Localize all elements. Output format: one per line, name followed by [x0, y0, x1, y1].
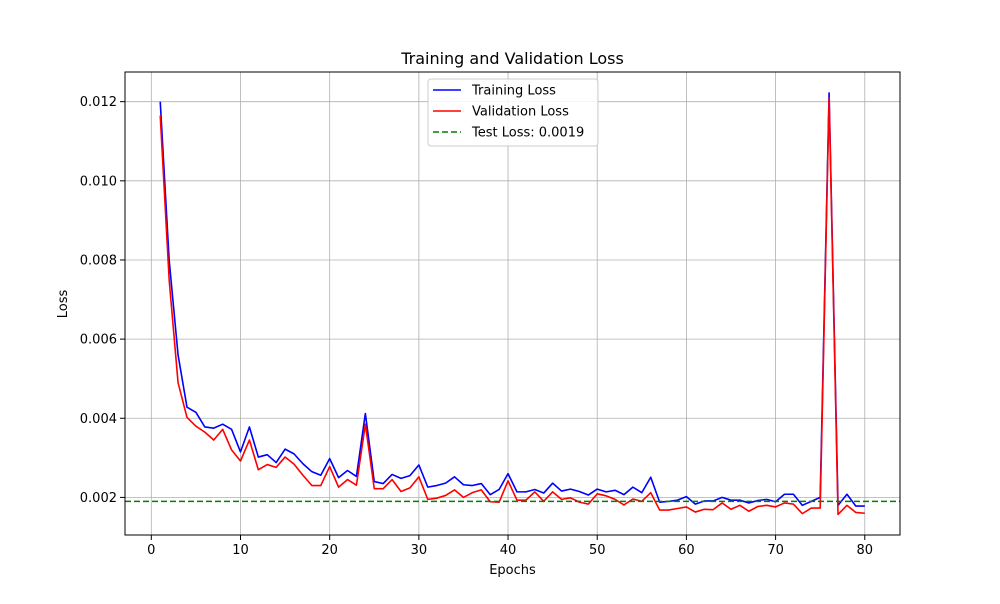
legend-label-training-loss: Training Loss — [471, 84, 556, 99]
chart-title: Training and Validation Loss — [400, 49, 624, 68]
y-tick-label: 0.008 — [80, 253, 117, 268]
y-tick-label: 0.002 — [80, 491, 117, 506]
x-tick-label: 20 — [321, 543, 338, 558]
training-loss-line — [159, 92, 865, 507]
y-tick-label: 0.004 — [80, 412, 117, 427]
validation-loss-line — [159, 96, 865, 516]
x-tick-label: 70 — [767, 543, 784, 558]
x-tick-label: 60 — [678, 543, 695, 558]
plot-area — [125, 92, 900, 516]
legend: Training Loss Validation Loss Test Loss: 0… — [427, 78, 599, 147]
y-tick-label: 0.006 — [80, 333, 117, 348]
x-tick-label: 80 — [856, 543, 873, 558]
y-axis-label: Loss — [56, 290, 71, 319]
legend-label-validation-loss: Validation Loss — [472, 105, 569, 120]
y-tick-label: 0.012 — [80, 95, 117, 110]
x-tick-label: 30 — [411, 543, 428, 558]
legend-box — [427, 78, 599, 147]
grid — [125, 72, 900, 535]
x-tick-label: 50 — [589, 543, 606, 558]
x-tick-label: 40 — [500, 543, 517, 558]
x-tick-label: 10 — [232, 543, 249, 558]
x-tick-label: 0 — [147, 543, 155, 558]
y-tick-label: 0.010 — [80, 174, 117, 189]
plot-frame — [124, 71, 901, 536]
legend-label-test-loss-0-0019: Test Loss: 0.0019 — [471, 126, 584, 141]
axes: 0 10 20 30 40 50 60 70 80 0.002 0.004 0.006 0.008 0.0… — [80, 95, 873, 558]
x-axis-label: Epochs — [489, 563, 536, 578]
